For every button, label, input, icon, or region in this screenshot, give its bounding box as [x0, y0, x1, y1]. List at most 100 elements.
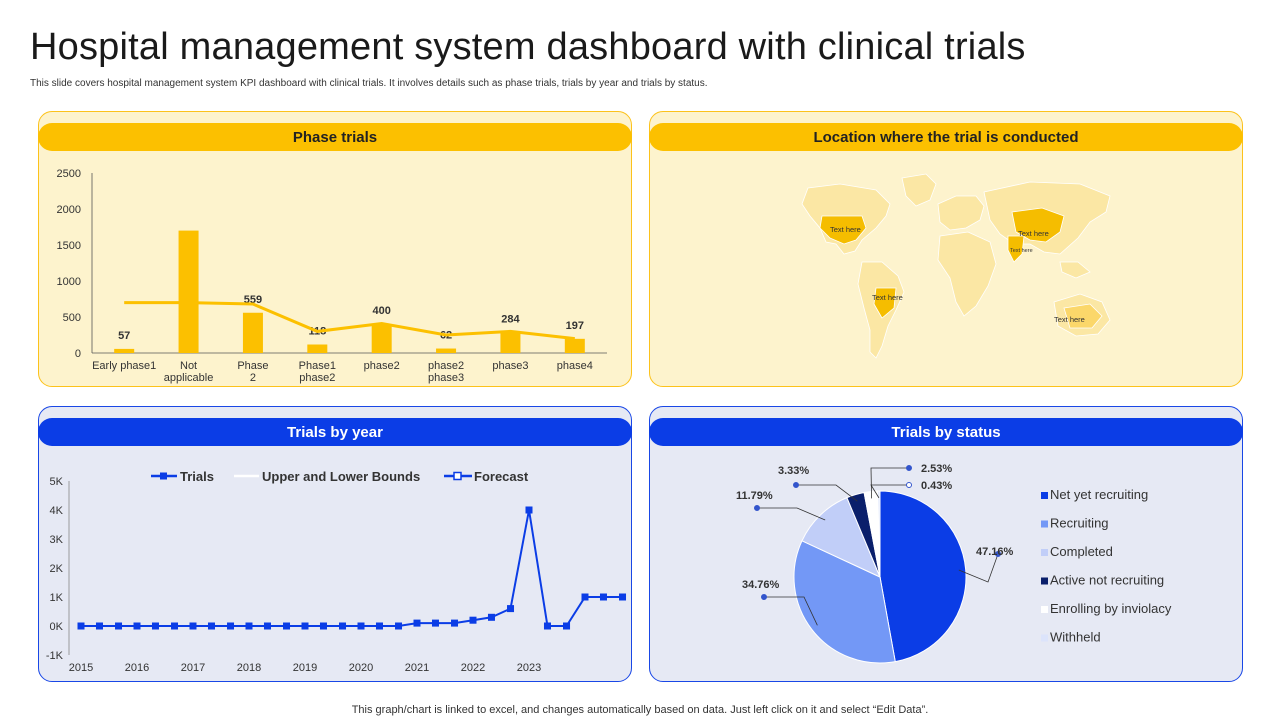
phase-bar	[307, 344, 328, 353]
trials-point	[301, 622, 309, 630]
trials-point	[507, 605, 515, 613]
trials-point	[151, 622, 159, 630]
pie-leader-line	[757, 507, 826, 521]
phase-x-tick: Early phase1	[92, 360, 156, 372]
trials-point	[525, 506, 533, 514]
year-y-tick: 0K	[50, 621, 64, 633]
status-legend-swatch	[1041, 492, 1048, 499]
forecast-point	[599, 593, 607, 601]
pie-leader-dot	[995, 551, 1001, 557]
pie-slice	[801, 496, 881, 578]
status-legend-label: Withheld	[1050, 630, 1101, 645]
page-subtitle: This slide covers hospital management sy…	[30, 78, 708, 89]
status-legend-label: Net yet recruiting	[1050, 487, 1148, 502]
phase-x-tick: Not	[180, 360, 197, 372]
trials-point	[469, 616, 477, 624]
legend-trials-marker	[160, 472, 167, 480]
trials-point	[171, 622, 179, 630]
legend-forecast-marker	[453, 471, 462, 481]
year-x-tick: 2021	[405, 662, 429, 674]
year-x-tick: 2022	[461, 662, 485, 674]
trials-point	[319, 622, 327, 630]
greenland-shape	[901, 173, 937, 207]
pie-slice	[879, 490, 967, 663]
legend-trials-label: Trials	[180, 469, 214, 484]
china-highlight	[1011, 207, 1065, 243]
pie-leader-dot	[906, 482, 912, 488]
year-x-tick: 2019	[293, 662, 317, 674]
year-x-tick: 2016	[125, 662, 149, 674]
phase-trials-panel: Phase trials 0 500 1000 1500 2000 2500 57 Early…	[38, 111, 632, 387]
brazil-highlight	[873, 287, 897, 319]
legend-forecast-label: Forecast	[474, 469, 529, 484]
year-y-tick: 5K	[50, 476, 64, 488]
year-x-tick: 2023	[517, 662, 541, 674]
trials-point	[413, 619, 421, 627]
pie-leader-line	[796, 484, 858, 502]
trials-point	[487, 613, 495, 621]
pie-leader-line	[958, 553, 999, 583]
trials-point	[451, 619, 459, 627]
trials-point	[189, 622, 197, 630]
phase-bar	[564, 338, 585, 353]
pie-leader-dot	[754, 505, 760, 511]
year-y-tick: -1K	[46, 650, 64, 662]
forecast-point	[563, 622, 571, 630]
pie-value-label: 11.79%	[736, 490, 773, 502]
phase-x-tick: 2	[250, 372, 256, 384]
phase-bar	[436, 348, 457, 353]
trials-point	[339, 622, 347, 630]
africa-shape	[937, 231, 997, 317]
status-legend-swatch	[1041, 577, 1048, 585]
status-legend-swatch	[1041, 634, 1048, 642]
pie-slice	[793, 540, 896, 664]
trials-point	[77, 622, 85, 630]
status-legend-label: Enrolling by inviolacy	[1050, 601, 1172, 616]
pie-leader-line	[870, 484, 909, 499]
trials-by-year-header: Trials by year	[38, 418, 632, 446]
year-x-tick: 2018	[237, 662, 261, 674]
trials-point	[357, 622, 365, 630]
phase-x-tick: Phase1	[299, 360, 336, 372]
pie-value-label: 2.53%	[921, 463, 952, 475]
phase-data-label: 400	[373, 305, 391, 317]
usa-highlight	[819, 215, 867, 245]
phase-y-tick: 0	[75, 348, 81, 360]
year-x-tick: 2017	[181, 662, 205, 674]
trials-by-year-panel: Trials by year -1K 0K 1K 2K 3K 4K 5K 2015 2016 20…	[38, 406, 632, 682]
southeast-asia-shape	[1059, 261, 1091, 279]
phase-data-label: 284	[501, 314, 520, 326]
phase-data-label: 197	[566, 320, 584, 332]
phase-bar	[371, 324, 392, 353]
forecast-point	[581, 593, 589, 601]
india-highlight	[1007, 235, 1025, 263]
phase-x-tick: phase4	[557, 360, 593, 372]
europe-shape	[937, 195, 985, 231]
legend-bounds-label: Upper and Lower Bounds	[262, 469, 420, 484]
phase-x-tick: phase2	[364, 360, 400, 372]
phase-y-tick: 2000	[57, 204, 81, 216]
phase-bar	[178, 230, 199, 353]
trials-by-year-chart: -1K 0K 1K 2K 3K 4K 5K 2015 2016 2017 2018 2019 2020 2…	[46, 469, 627, 674]
phase-x-tick: phase3	[428, 372, 464, 384]
status-legend-label: Recruiting	[1050, 516, 1109, 531]
trials-point	[283, 622, 291, 630]
phase-trials-chart: 0 500 1000 1500 2000 2500 57 Early phase1 Notapp…	[57, 168, 607, 384]
trials-point	[115, 622, 123, 630]
year-y-tick: 4K	[50, 505, 64, 517]
phase-x-tick: Phase	[237, 360, 268, 372]
status-legend-swatch	[1041, 606, 1048, 613]
trials-point	[95, 622, 103, 630]
pie-value-label: 47.16%	[976, 546, 1014, 558]
trials-by-status-chart: 47.16% 34.76% 11.79% 3.33% 2.53% 0.43% Net yet…	[736, 463, 1172, 664]
year-x-tick: 2020	[349, 662, 373, 674]
pie-leader-dot	[793, 482, 799, 488]
phase-y-tick: 1500	[57, 240, 81, 252]
status-legend-label: Active not recruiting	[1050, 573, 1164, 588]
phase-trend-line	[124, 301, 575, 341]
trials-point	[395, 622, 403, 630]
phase-y-tick: 500	[63, 312, 81, 324]
forecast-line	[565, 596, 623, 627]
map-label-australia: Text here	[1054, 315, 1085, 324]
